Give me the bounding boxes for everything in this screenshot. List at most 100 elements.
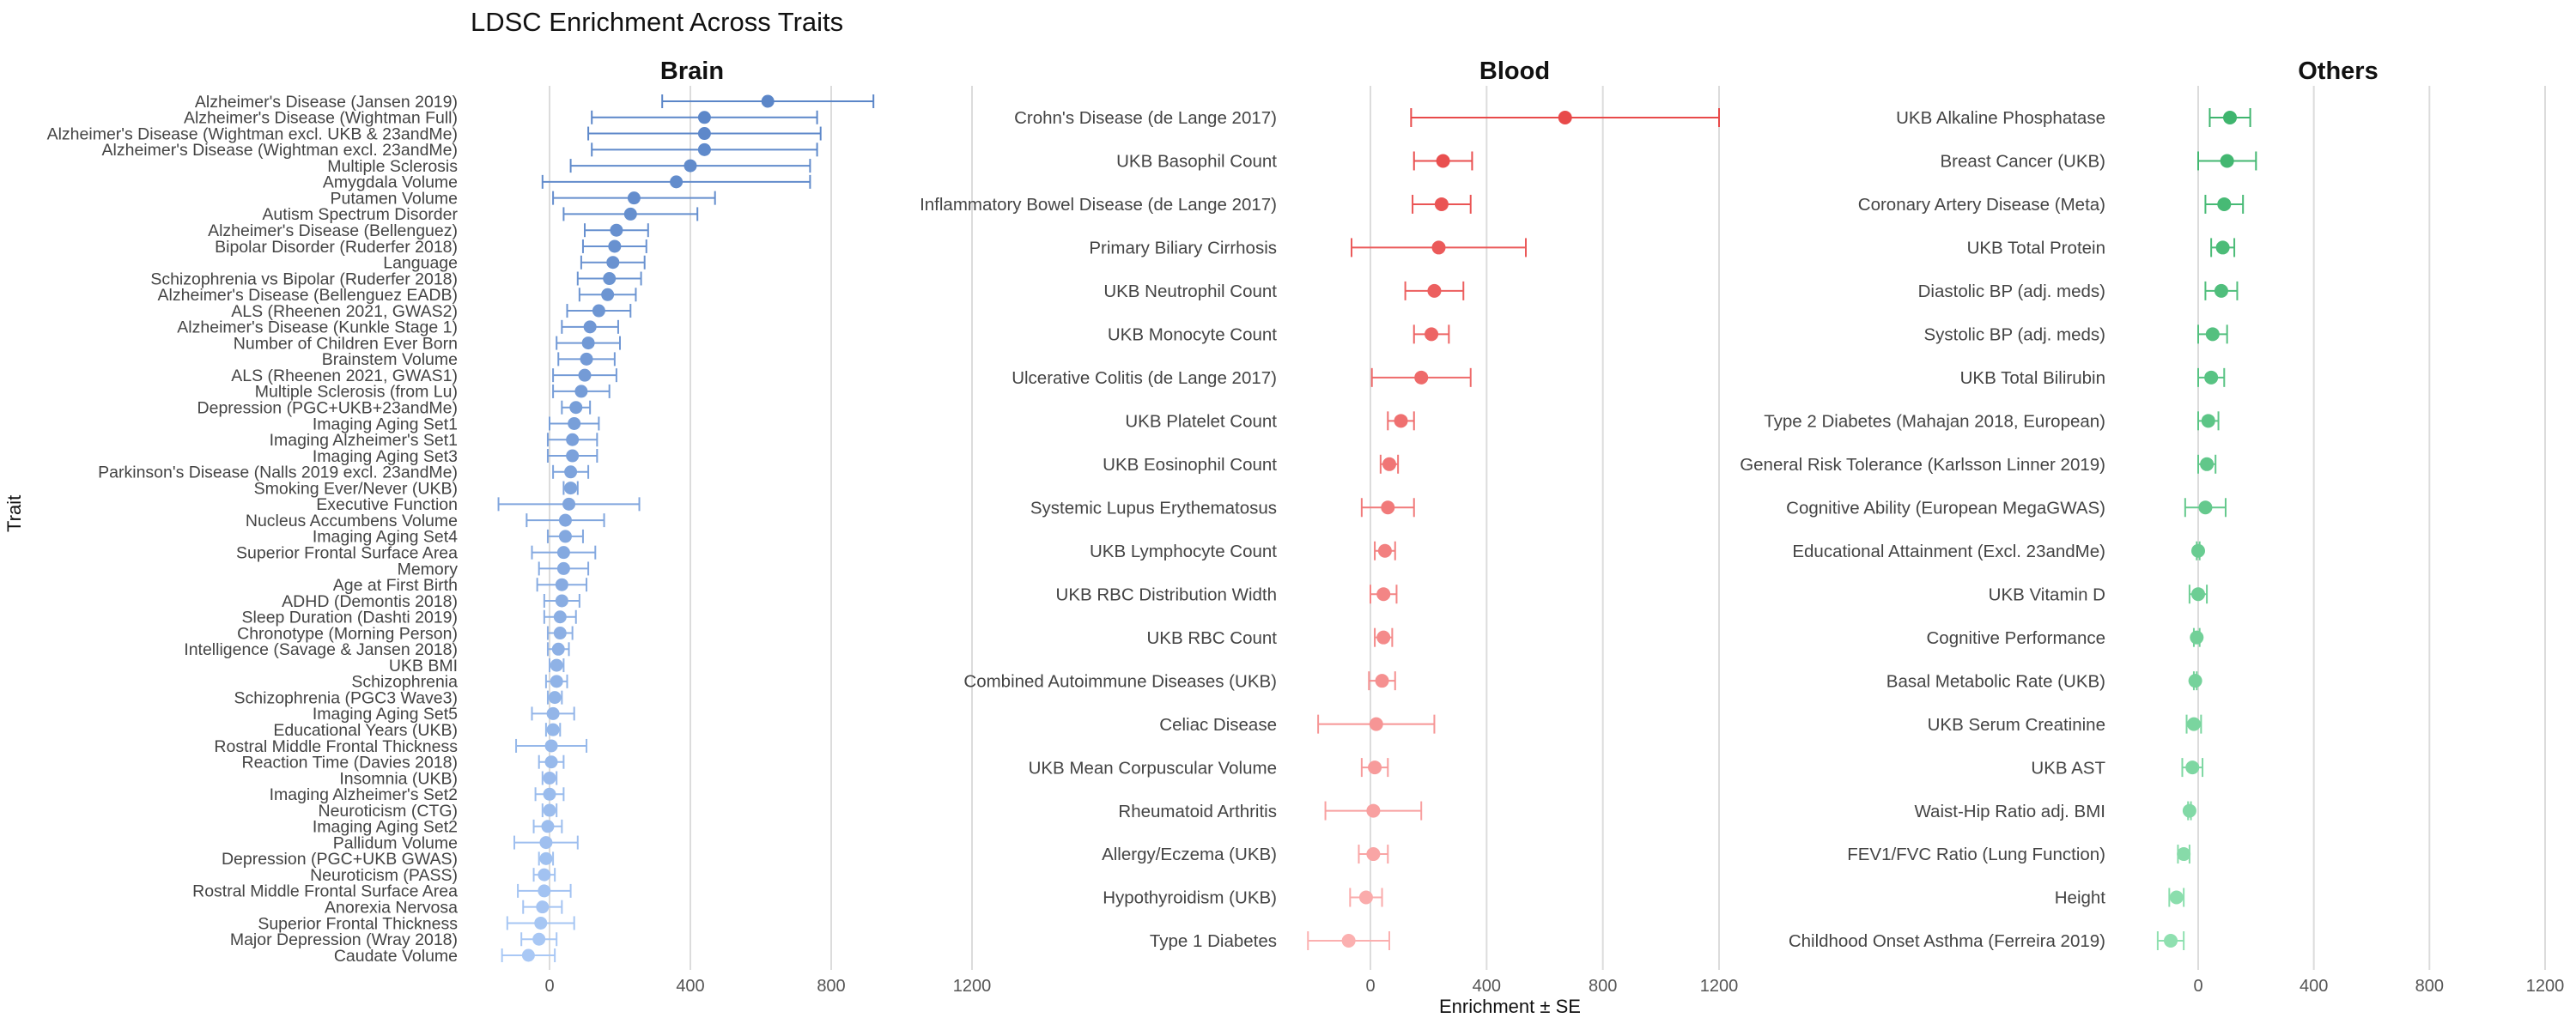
blood-x-tick-label: 1200 (1700, 977, 1739, 996)
brain-point (583, 320, 597, 334)
brain-trait-label: Alzheimer's Disease (Bellenguez EADB) (158, 286, 458, 305)
brain-trait-label: Educational Years (UKB) (273, 721, 458, 740)
brain-trait-label: Amygdala Volume (323, 173, 458, 192)
brain-trait-label: ALS (Rheenen 2021, GWAS1) (231, 367, 458, 385)
others-trait-label: FEV1/FVC Ratio (Lung Function) (1847, 845, 2105, 864)
brain-trait-label: Alzheimer's Disease (Wightman excl. 23an… (102, 141, 458, 160)
brain-trait-label: Insomnia (UKB) (339, 769, 458, 788)
others-point (2164, 934, 2178, 948)
others-trait-label: Cognitive Ability (European MegaGWAS) (1786, 498, 2105, 518)
brain-point (551, 642, 565, 656)
brain-point (543, 787, 556, 801)
others-point (2204, 370, 2219, 385)
brain-trait-label: Autism Spectrum Disorder (262, 205, 458, 224)
brain-trait-label: Executive Function (316, 495, 458, 514)
brain-point (544, 739, 558, 753)
brain-point (564, 465, 578, 479)
brain-point (697, 127, 711, 141)
blood-point (1377, 543, 1392, 558)
brain-x-tick-label: 400 (676, 977, 704, 996)
blood-point (1558, 111, 1572, 124)
brain-point (592, 304, 605, 318)
others-point (2223, 111, 2238, 124)
brain-point (538, 868, 551, 882)
brain-trait-label: Age at First Birth (333, 576, 458, 595)
others-trait-label: UKB AST (2031, 758, 2105, 778)
blood-trait-label: UKB RBC Count (1146, 628, 1277, 648)
brain-point (578, 368, 592, 382)
others-point (2201, 414, 2215, 428)
brain-trait-label: Neuroticism (CTG) (318, 802, 458, 821)
others-point (2205, 327, 2220, 342)
blood-x-tick-label: 0 (1365, 977, 1375, 996)
brain-trait-label: Superior Frontal Thickness (258, 914, 458, 933)
blood-point (1414, 370, 1429, 385)
brain-point (558, 513, 572, 527)
others-trait-label: Breast Cancer (UKB) (1940, 152, 2105, 172)
blood-panel-title: Blood (1479, 58, 1550, 85)
brain-point (543, 771, 556, 785)
brain-trait-label: Alzheimer's Disease (Jansen 2019) (195, 93, 458, 112)
brain-point (546, 706, 560, 720)
brain-trait-label: Imaging Aging Set5 (313, 705, 458, 724)
others-trait-label: Educational Attainment (Excl. 23andMe) (1792, 542, 2105, 561)
others-point (2185, 760, 2200, 775)
brain-trait-label: Imaging Aging Set4 (313, 528, 458, 547)
brain-point (521, 948, 535, 962)
blood-point (1376, 587, 1391, 602)
others-point (2198, 500, 2213, 515)
x-axis-title: Enrichment ± SE (1439, 996, 1581, 1017)
brain-point (569, 401, 583, 415)
brain-trait-label: Memory (398, 560, 459, 579)
blood-x-tick-label: 800 (1589, 977, 1617, 996)
others-point (2220, 154, 2234, 168)
others-x-tick-label: 1200 (2526, 977, 2565, 996)
others-point (2217, 197, 2232, 211)
brain-trait-label: Pallidum Volume (333, 833, 458, 852)
others-trait-label: UKB Total Protein (1967, 239, 2105, 258)
others-point (2214, 283, 2228, 298)
brain-point (543, 803, 556, 817)
brain-trait-label: Smoking Ever/Never (UKB) (254, 479, 458, 498)
brain-trait-label: Language (383, 254, 458, 273)
others-trait-label: General Risk Tolerance (Karlsson Linner … (1740, 455, 2105, 475)
blood-trait-label: UKB Neutrophil Count (1103, 282, 1277, 301)
others-point (2182, 803, 2196, 818)
brain-trait-label: Alzheimer's Disease (Wightman Full) (184, 109, 458, 128)
brain-trait-label: Superior Frontal Surface Area (236, 543, 458, 562)
others-point (2188, 674, 2202, 688)
blood-trait-label: UKB Lymphocyte Count (1090, 542, 1277, 561)
brain-trait-label: Parkinson's Disease (Nalls 2019 excl. 23… (98, 464, 458, 482)
brain-point (539, 851, 553, 865)
brain-x-tick-label: 800 (817, 977, 845, 996)
brain-x-tick-label: 1200 (953, 977, 992, 996)
others-point (2186, 717, 2201, 731)
brain-point (564, 482, 578, 495)
others-x-tick-label: 400 (2300, 977, 2328, 996)
brain-point (532, 932, 546, 946)
blood-point (1381, 500, 1395, 515)
brain-trait-label: Imaging Aging Set3 (313, 447, 458, 466)
brain-point (566, 433, 580, 446)
brain-trait-label: Major Depression (Wray 2018) (230, 930, 458, 949)
blood-trait-label: Systemic Lupus Erythematosus (1030, 498, 1277, 518)
brain-trait-label: Reaction Time (Davies 2018) (242, 754, 458, 772)
brain-trait-label: ALS (Rheenen 2021, GWAS2) (231, 302, 458, 321)
others-x-tick-label: 0 (2193, 977, 2202, 996)
blood-point (1436, 154, 1450, 168)
blood-trait-label: UKB Platelet Count (1125, 411, 1277, 431)
brain-point (697, 142, 711, 156)
brain-trait-label: Alzheimer's Disease (Wightman excl. UKB … (47, 124, 458, 143)
brain-point (555, 594, 568, 608)
blood-trait-label: Allergy/Eczema (UKB) (1102, 845, 1277, 864)
brain-point (536, 900, 550, 914)
figure-title: LDSC Enrichment Across Traits (471, 7, 844, 37)
brain-trait-label: Putamen Volume (330, 189, 458, 208)
brain-point (553, 610, 567, 624)
brain-trait-label: Chronotype (Morning Person) (237, 624, 458, 643)
brain-trait-label: Depression (PGC+UKB GWAS) (222, 850, 458, 869)
brain-point (574, 385, 588, 398)
blood-point (1376, 630, 1391, 645)
